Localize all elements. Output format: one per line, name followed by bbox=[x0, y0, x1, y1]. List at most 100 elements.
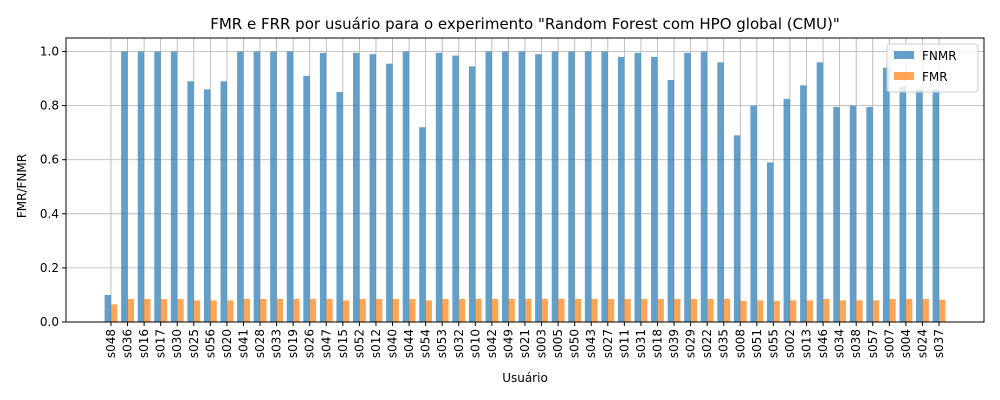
bar-fmr-s021 bbox=[525, 299, 532, 322]
y-tick-label: 1.0 bbox=[40, 45, 59, 59]
bar-fnmr-s005 bbox=[551, 51, 559, 323]
x-tick-label: s035 bbox=[717, 329, 731, 358]
bar-fnmr-s019 bbox=[286, 51, 294, 323]
bar-fnmr-s036 bbox=[121, 51, 128, 323]
bar-fmr-s036 bbox=[127, 299, 134, 322]
x-axis: s048 s036 s016 s017 s030 s025 s056 s020 s041 s028… bbox=[104, 322, 946, 358]
bar-fmr-s051 bbox=[756, 300, 764, 322]
bar-fnmr-s020 bbox=[220, 81, 227, 323]
bar-fmr-s020 bbox=[226, 300, 234, 322]
bar-fnmr-s057 bbox=[866, 106, 873, 322]
bars bbox=[104, 51, 946, 323]
bar-fnmr-s040 bbox=[386, 63, 393, 322]
x-tick-label: s039 bbox=[667, 329, 681, 358]
x-tick-label: s056 bbox=[203, 329, 217, 358]
bar-fmr-s017 bbox=[160, 299, 168, 322]
bar-fmr-s031 bbox=[640, 299, 648, 322]
bar-fmr-s055 bbox=[773, 300, 780, 322]
x-tick-label: s038 bbox=[849, 329, 863, 358]
bar-fnmr-s010 bbox=[468, 66, 476, 323]
bar-fnmr-s029 bbox=[684, 52, 691, 322]
x-tick-label: s037 bbox=[932, 329, 946, 358]
x-tick-label: s005 bbox=[551, 329, 565, 358]
x-tick-label: s054 bbox=[419, 329, 433, 358]
bar-fnmr-s034 bbox=[833, 106, 840, 322]
y-tick-label: 0.2 bbox=[40, 261, 59, 275]
x-tick-label: s024 bbox=[915, 329, 929, 358]
legend-swatch-fmr bbox=[894, 72, 914, 80]
bar-fnmr-s056 bbox=[203, 89, 211, 322]
bar-fnmr-s030 bbox=[170, 51, 178, 323]
x-tick-label: s032 bbox=[452, 329, 466, 358]
x-tick-label: s041 bbox=[236, 329, 250, 358]
bar-fnmr-s012 bbox=[369, 54, 376, 322]
x-tick-label: s051 bbox=[750, 329, 764, 358]
bar-fmr-s027 bbox=[607, 299, 615, 322]
x-tick-label: s048 bbox=[104, 329, 118, 358]
y-tick-label: 0.0 bbox=[40, 315, 59, 329]
legend-label-fmr: FMR bbox=[922, 70, 948, 84]
bar-fmr-s057 bbox=[872, 300, 880, 322]
x-tick-label: s046 bbox=[816, 329, 830, 358]
bar-fmr-s033 bbox=[276, 299, 283, 322]
x-tick-label: s011 bbox=[617, 329, 631, 358]
bar-fmr-s028 bbox=[260, 299, 267, 322]
legend-label-fnmr: FNMR bbox=[922, 49, 957, 63]
y-tick-label: 0.4 bbox=[40, 207, 59, 221]
bar-fnmr-s037 bbox=[932, 89, 939, 322]
bar-fnmr-s007 bbox=[882, 67, 890, 322]
x-tick-label: s012 bbox=[369, 329, 383, 358]
x-tick-label: s026 bbox=[303, 329, 317, 358]
x-tick-label: s042 bbox=[485, 329, 499, 358]
bar-fmr-s011 bbox=[624, 299, 631, 322]
bar-fnmr-s022 bbox=[700, 51, 708, 323]
bar-fnmr-s017 bbox=[154, 51, 161, 323]
bar-fnmr-s049 bbox=[502, 51, 509, 323]
bar-fnmr-s042 bbox=[485, 51, 492, 323]
bar-fnmr-s024 bbox=[916, 89, 923, 322]
bar-fmr-s053 bbox=[442, 299, 449, 322]
y-axis: 0.0 0.2 0.4 0.6 0.8 1.0 bbox=[40, 45, 66, 329]
bar-fnmr-s008 bbox=[733, 135, 741, 322]
bar-fnmr-s028 bbox=[253, 51, 261, 323]
bar-fmr-s040 bbox=[392, 299, 399, 322]
bar-fnmr-s039 bbox=[667, 79, 675, 322]
bar-fmr-s008 bbox=[740, 300, 747, 322]
x-tick-label: s020 bbox=[220, 329, 234, 358]
bar-fmr-s056 bbox=[210, 300, 217, 322]
bar-fnmr-s016 bbox=[137, 51, 145, 323]
x-tick-label: s034 bbox=[833, 329, 847, 358]
y-tick-label: 0.6 bbox=[40, 153, 59, 167]
x-tick-label: s053 bbox=[435, 329, 449, 358]
x-tick-label: s002 bbox=[783, 329, 797, 358]
x-tick-label: s017 bbox=[154, 329, 168, 358]
bar-fmr-s019 bbox=[293, 299, 300, 322]
x-tick-label: s015 bbox=[336, 329, 350, 358]
bar-fnmr-s053 bbox=[435, 52, 443, 322]
bar-fnmr-s054 bbox=[419, 127, 426, 322]
bar-fnmr-s027 bbox=[601, 51, 608, 323]
x-tick-label: s004 bbox=[899, 329, 913, 358]
bar-fnmr-s002 bbox=[783, 98, 790, 322]
x-axis-label: Usuário bbox=[502, 371, 548, 385]
x-tick-label: s052 bbox=[352, 329, 366, 358]
x-tick-label: s049 bbox=[501, 329, 515, 358]
bar-fmr-s029 bbox=[690, 299, 697, 322]
bar-fnmr-s046 bbox=[816, 62, 824, 322]
bar-fmr-s038 bbox=[856, 300, 863, 322]
x-tick-label: s027 bbox=[601, 329, 615, 358]
bar-fnmr-s041 bbox=[237, 51, 244, 323]
bar-fmr-s046 bbox=[823, 299, 830, 322]
x-tick-label: s040 bbox=[386, 329, 400, 358]
x-tick-label: s025 bbox=[187, 329, 201, 358]
x-tick-label: s036 bbox=[121, 329, 135, 358]
chart-title: FMR e FRR por usuário para o experimento… bbox=[210, 15, 840, 33]
x-tick-label: s047 bbox=[319, 329, 333, 358]
x-tick-label: s018 bbox=[650, 329, 664, 358]
bar-fmr-s039 bbox=[674, 299, 681, 322]
bar-fnmr-s031 bbox=[634, 52, 641, 322]
bar-fmr-s018 bbox=[657, 299, 664, 322]
legend: FNMR FMR bbox=[886, 43, 979, 93]
bar-fmr-s024 bbox=[922, 299, 929, 322]
bar-fmr-s049 bbox=[508, 299, 515, 322]
